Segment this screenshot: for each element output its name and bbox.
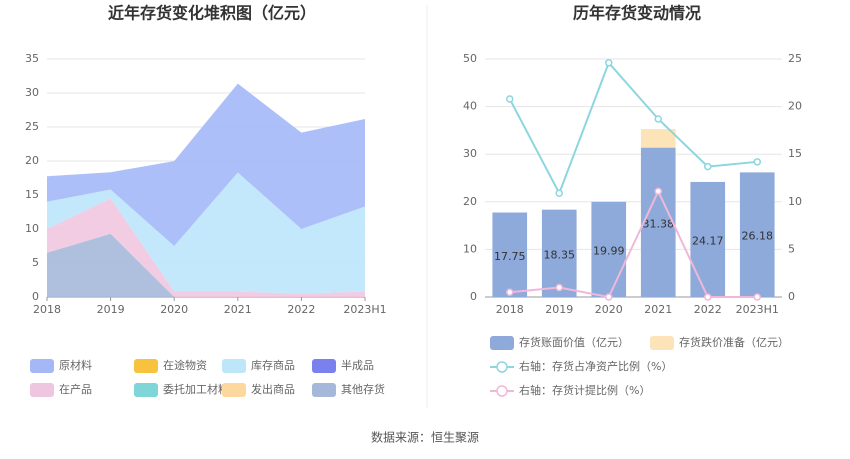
x-tick-label: 2021 — [644, 303, 672, 316]
legend-label: 原材料 — [59, 358, 92, 372]
x-tick-label: 2023H1 — [343, 303, 386, 316]
source: 数据来源：恒生聚源 — [371, 430, 479, 445]
legend-label: 其他存货 — [341, 382, 385, 396]
legend-label: 发出商品 — [251, 382, 295, 396]
line-point — [654, 115, 662, 123]
y-tick-label: 30 — [25, 86, 39, 99]
legend-swatch — [312, 383, 336, 397]
x-tick-label: 2022 — [287, 303, 315, 316]
line-point — [753, 293, 761, 301]
legend-label: 半成品 — [341, 358, 374, 372]
line-point — [654, 187, 662, 196]
y2-tick-label: 25 — [788, 52, 802, 65]
legend-label: 在产品 — [59, 382, 92, 396]
legend-swatch — [134, 383, 158, 397]
line-point — [753, 158, 761, 166]
legend-swatch — [222, 383, 246, 397]
legend-label: 存货跌价准备（亿元） — [679, 335, 789, 349]
y-tick-label: 15 — [25, 188, 39, 201]
y-tick-label: 20 — [463, 195, 477, 208]
value-label: 17.75 — [494, 250, 526, 263]
legend-swatch — [30, 359, 54, 373]
y-tick-label: 5 — [32, 256, 39, 269]
bar — [541, 209, 577, 297]
value-label: 31.38 — [643, 217, 675, 230]
y-tick-label: 20 — [25, 154, 39, 167]
legend-swatch — [490, 336, 514, 350]
legend-label: 右轴：存货计提比例（%） — [519, 383, 650, 397]
line — [509, 188, 758, 299]
bar — [640, 129, 676, 148]
legend-swatch — [134, 359, 158, 373]
line-point — [605, 59, 613, 67]
x-tick-label: 2019 — [545, 303, 573, 316]
x-tick-label: 2018 — [496, 303, 524, 316]
line-point — [506, 95, 514, 103]
line-point — [555, 283, 563, 292]
value-label: 19.99 — [593, 244, 625, 257]
y2-tick-label: 5 — [788, 242, 795, 255]
y2-tick-label: 10 — [788, 195, 802, 208]
line — [508, 60, 758, 196]
bar — [591, 201, 627, 297]
chart-title: 历年存货变动情况 — [573, 4, 701, 23]
x-tick-label: 2018 — [33, 303, 61, 316]
y-tick-label: 30 — [463, 147, 477, 160]
value-label: 24.17 — [692, 234, 724, 247]
y-tick-label: 35 — [25, 52, 39, 65]
y2-tick-label: 15 — [788, 147, 802, 160]
legend-marker — [496, 385, 508, 397]
value-label: 26.18 — [742, 230, 774, 243]
y2-tick-label: 0 — [788, 290, 795, 303]
value-label: 18.35 — [544, 248, 576, 261]
y-tick-label: 40 — [463, 100, 477, 113]
area — [47, 198, 365, 297]
line-point — [555, 189, 563, 197]
legend-marker — [496, 361, 508, 373]
line-point — [704, 162, 712, 171]
line-point — [605, 293, 613, 301]
bar — [640, 147, 676, 297]
x-tick-label: 2021 — [224, 303, 252, 316]
legend-swatch — [312, 359, 336, 373]
area — [47, 83, 365, 246]
y2-tick-label: 20 — [788, 100, 802, 113]
x-tick-label: 2023H1 — [736, 303, 779, 316]
legend-swatch — [222, 359, 246, 373]
legend-label: 右轴：存货占净资产比例（%） — [519, 359, 672, 373]
x-tick-label: 2020 — [595, 303, 623, 316]
legend-swatch — [650, 336, 674, 350]
legend-label: 存货账面价值（亿元） — [519, 335, 629, 349]
legend-label: 委托加工材料 — [163, 382, 229, 396]
y-tick-label: 10 — [463, 242, 477, 255]
x-tick-label: 2019 — [97, 303, 125, 316]
x-tick-label: 2020 — [160, 303, 188, 316]
line-point — [506, 288, 514, 296]
line-point — [704, 293, 712, 301]
bar — [492, 212, 528, 297]
y-tick-label: 50 — [463, 52, 477, 65]
x-tick-label: 2022 — [694, 303, 722, 316]
legend-label: 在途物资 — [163, 358, 207, 372]
y-tick-label: 0 — [32, 290, 39, 303]
legend-label: 库存商品 — [251, 358, 295, 372]
bar — [739, 172, 775, 297]
y-tick-label: 25 — [25, 120, 39, 133]
legend-swatch — [30, 383, 54, 397]
chart-title: 近年存货变化堆积图（亿元） — [108, 4, 316, 23]
y-tick-label: 0 — [470, 290, 477, 303]
area — [47, 172, 365, 294]
y-tick-label: 10 — [25, 222, 39, 235]
bar — [690, 181, 726, 297]
area — [47, 233, 365, 297]
